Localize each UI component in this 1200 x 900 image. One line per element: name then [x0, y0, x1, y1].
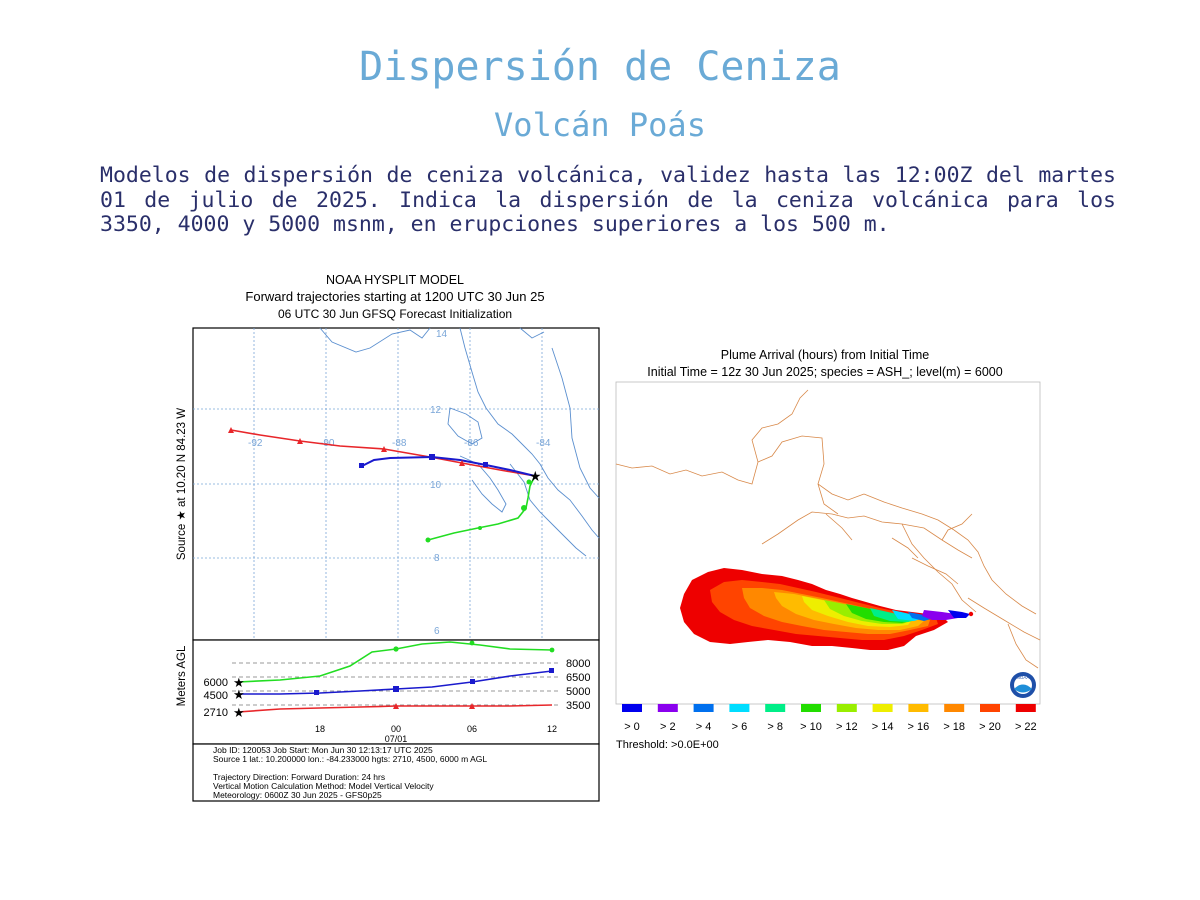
lat-label-12: 12 [430, 405, 442, 416]
job-info-box [192, 743, 600, 802]
legend-swatch [836, 704, 857, 712]
coastline-outline [319, 327, 600, 557]
hysplit-trajectory-map: NOAA HYSPLIT MODEL Forward trajectories … [176, 273, 600, 802]
legend-label: > 20 [979, 721, 1001, 733]
legend-label: > 16 [908, 721, 930, 733]
profile-markers [314, 640, 555, 709]
job-line-5: Meteorology: 0600Z 30 Jun 2025 - GFS0p25 [213, 790, 382, 800]
scale-8000: 8000 [566, 658, 590, 670]
legend-label: > 10 [800, 721, 822, 733]
time-label-12: 12 [547, 724, 557, 734]
legend-swatch [729, 704, 750, 712]
legend-swatch [908, 704, 929, 712]
height-axis-label: Meters AGL [176, 645, 188, 706]
legend-label: > 6 [732, 721, 748, 733]
lon-label-84: -84 [536, 438, 551, 449]
scale-5000: 5000 [566, 686, 590, 698]
ash-plume [680, 568, 974, 650]
lat-label-10: 10 [430, 480, 442, 491]
legend-label: > 4 [696, 721, 712, 733]
legend-label: > 2 [660, 721, 676, 733]
legend-label: > 12 [836, 721, 858, 733]
legend-label: > 14 [872, 721, 894, 733]
legend-swatch [622, 704, 642, 712]
lat-label-8: 8 [434, 553, 440, 564]
hysplit-title-1: NOAA HYSPLIT MODEL [326, 273, 464, 287]
trajectory-markers [228, 427, 532, 543]
plume-map-frame [615, 381, 1041, 705]
lon-label-88: -88 [392, 438, 407, 449]
map-gridlines [193, 328, 599, 640]
job-line-3: Trajectory Direction: Forward Duration: … [213, 772, 385, 782]
legend-label: > 22 [1015, 721, 1037, 733]
trajectory-green-6000m [427, 475, 536, 541]
plume-arrival-map: Plume Arrival (hours) from Initial Time … [615, 348, 1041, 751]
plume-title-1: Plume Arrival (hours) from Initial Time [721, 348, 929, 362]
scale-6500: 6500 [566, 672, 590, 684]
plume-legend: > 0 > 2 > 4 > 6 > 8 > 10 > 12 > 14 > 16 > 18 > 20 >… [622, 704, 1037, 733]
trajectory-blue-4500m [361, 455, 536, 477]
start-star-6000-icon: ★ [233, 675, 245, 690]
hysplit-title-3: 06 UTC 30 Jun GFSQ Forecast Initializati… [278, 307, 512, 321]
job-line-4: Vertical Motion Calculation Method: Mode… [213, 781, 434, 791]
time-label-06: 06 [467, 724, 477, 734]
job-line-1: Job ID: 120053 Job Start: Mon Jun 30 12:… [213, 745, 433, 755]
time-label-00: 00 [391, 724, 401, 734]
legend-label: > 18 [943, 721, 965, 733]
threshold-text: Threshold: >0.0E+00 [616, 739, 719, 751]
lon-label-90: -90 [320, 438, 335, 449]
scale-3500: 3500 [566, 700, 590, 712]
legend-swatch [801, 704, 821, 712]
start-height-2710: 2710 [204, 707, 228, 719]
page-subtitle: Volcán Poás [494, 106, 706, 144]
start-star-2710-icon: ★ [233, 705, 245, 720]
legend-label: > 0 [624, 721, 640, 733]
start-star-4500-icon: ★ [233, 687, 245, 702]
time-label-18: 18 [315, 724, 325, 734]
description-text: Modelos de dispersión de ceniza volcánic… [100, 163, 1116, 237]
job-line-2: Source 1 lat.: 10.200000 lon.: -84.23300… [213, 754, 487, 764]
legend-swatch [657, 704, 678, 712]
start-height-4500: 4500 [204, 690, 228, 702]
lon-label-92: -92 [248, 438, 263, 449]
hysplit-title-2: Forward trajectories starting at 1200 UT… [245, 289, 544, 304]
plume-title-2: Initial Time = 12z 30 Jun 2025; species … [647, 365, 1002, 379]
date-label: 07/01 [385, 734, 408, 744]
source-location-label: Source ★ at 10.20 N 84.23 W [176, 408, 188, 560]
country-borders [615, 389, 1041, 669]
legend-swatch [693, 704, 714, 712]
start-height-6000: 6000 [204, 677, 228, 689]
legend-swatch [980, 704, 1000, 712]
legend-swatch [765, 704, 786, 712]
page-title: Dispersión de Ceniza [359, 44, 841, 90]
lat-label-6: 6 [434, 626, 440, 637]
source-star-icon: ★ [529, 468, 542, 484]
legend-label: > 8 [767, 721, 783, 733]
noaa-logo: NOAA [1010, 672, 1036, 698]
legend-swatch [944, 704, 965, 712]
noaa-logo-text: NOAA [1017, 675, 1030, 680]
legend-swatch [872, 704, 893, 712]
legend-swatch [1015, 704, 1036, 712]
lat-label-14: 14 [436, 329, 448, 340]
